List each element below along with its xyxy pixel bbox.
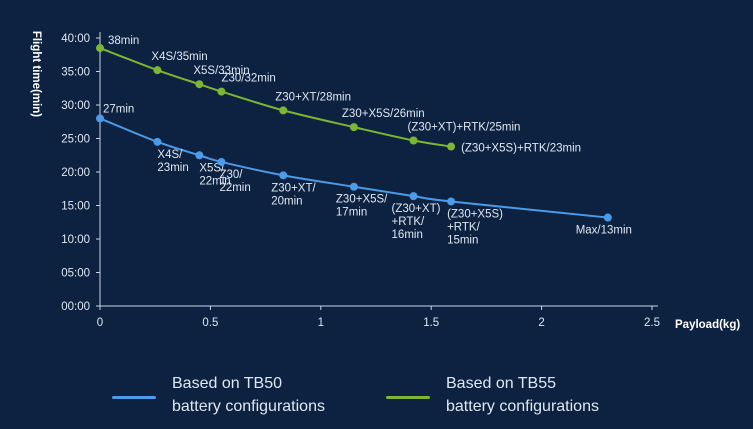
data-point-tb50 — [195, 151, 204, 160]
y-tick-label: 25:00 — [61, 134, 90, 146]
data-label-tb50: 27min — [103, 103, 134, 115]
data-point-tb50 — [447, 197, 456, 206]
x-tick-label: 1 — [318, 317, 324, 329]
y-tick-label: 10:00 — [61, 234, 90, 246]
data-label-tb50: 22min — [199, 175, 230, 187]
data-point-tb55 — [217, 87, 226, 96]
x-tick-label: 1.5 — [423, 317, 439, 329]
legend-item-tb55: Based on TB55 battery configurations — [386, 372, 599, 418]
data-label-tb55: Z30+X5S/26min — [342, 108, 425, 120]
legend-line: battery configurations — [446, 398, 599, 415]
y-tick-label: 00:00 — [61, 301, 90, 313]
data-label-tb50: 23min — [157, 162, 188, 174]
data-point-tb55 — [409, 136, 418, 145]
data-label-tb50: Max/13min — [576, 225, 632, 237]
data-label-tb50: 22min — [219, 182, 250, 194]
legend-line: battery configurations — [172, 398, 325, 415]
series-line-tb55 — [99, 47, 452, 148]
data-point-tb55 — [349, 123, 358, 132]
data-label-tb55: (Z30+X5S)+RTK/23min — [461, 143, 581, 155]
legend-line: Based on TB55 — [446, 375, 557, 392]
y-tick-label: 30:00 — [61, 100, 90, 112]
data-label-tb50: 20min — [271, 195, 302, 207]
data-label-tb55: 38min — [108, 35, 139, 47]
data-point-tb55 — [447, 142, 456, 151]
data-label-tb50: X4S/ — [157, 149, 183, 161]
data-label-tb50: (Z30+X5S) — [447, 208, 503, 220]
y-tick-label: 15:00 — [61, 201, 90, 213]
x-tick-label: 0.5 — [202, 317, 218, 329]
data-point-tb50 — [279, 171, 288, 180]
y-axis-label: Flight time(min) — [30, 31, 42, 117]
data-label-tb50: +RTK/ — [392, 216, 426, 228]
data-point-tb50 — [349, 182, 358, 191]
legend-label-tb50: Based on TB50 battery configurations — [172, 372, 325, 418]
data-point-tb50 — [603, 213, 612, 222]
data-label-tb50: Z30+XT/ — [271, 182, 316, 194]
legend-line: Based on TB50 — [172, 375, 283, 392]
data-label-tb55: X4S/35min — [151, 51, 207, 63]
x-tick-label: 0 — [97, 317, 103, 329]
data-label-tb55: Z30+XT/28min — [275, 91, 351, 103]
y-tick-label: 05:00 — [61, 268, 90, 280]
data-label-tb50: X5S/ — [199, 162, 225, 174]
data-label-tb50: +RTK/ — [447, 221, 481, 233]
legend-label-tb55: Based on TB55 battery configurations — [446, 372, 599, 418]
data-label-tb50: (Z30+XT) — [392, 203, 441, 215]
data-point-tb50 — [153, 137, 162, 146]
data-point-tb55 — [195, 80, 204, 89]
legend-swatch-tb50 — [112, 396, 156, 399]
data-point-tb50 — [217, 157, 226, 166]
y-tick-label: 20:00 — [61, 167, 90, 179]
data-label-tb50: Z30/ — [219, 169, 243, 181]
x-tick-label: 2 — [538, 317, 544, 329]
data-point-tb55 — [96, 44, 104, 53]
data-label-tb50: 16min — [392, 229, 423, 241]
legend-item-tb50: Based on TB50 battery configurations — [112, 372, 325, 418]
data-point-tb55 — [279, 106, 288, 115]
data-label-tb50: Z30+X5S/ — [336, 194, 388, 206]
y-tick-label: 40:00 — [61, 33, 90, 45]
data-label-tb50: 17min — [336, 207, 367, 219]
legend-swatch-tb55 — [386, 396, 430, 399]
x-axis-label: Payload(kg) — [675, 319, 740, 331]
data-label-tb55: X5S/33min — [193, 65, 249, 77]
data-point-tb55 — [153, 66, 162, 75]
data-point-tb50 — [96, 114, 104, 123]
y-tick-label: 35:00 — [61, 67, 90, 79]
data-label-tb55: (Z30+XT)+RTK/25min — [408, 122, 521, 134]
x-tick-label: 2.5 — [644, 317, 660, 329]
data-point-tb50 — [409, 192, 418, 201]
data-label-tb55: Z30/32min — [221, 73, 275, 85]
data-label-tb50: 15min — [447, 234, 478, 246]
